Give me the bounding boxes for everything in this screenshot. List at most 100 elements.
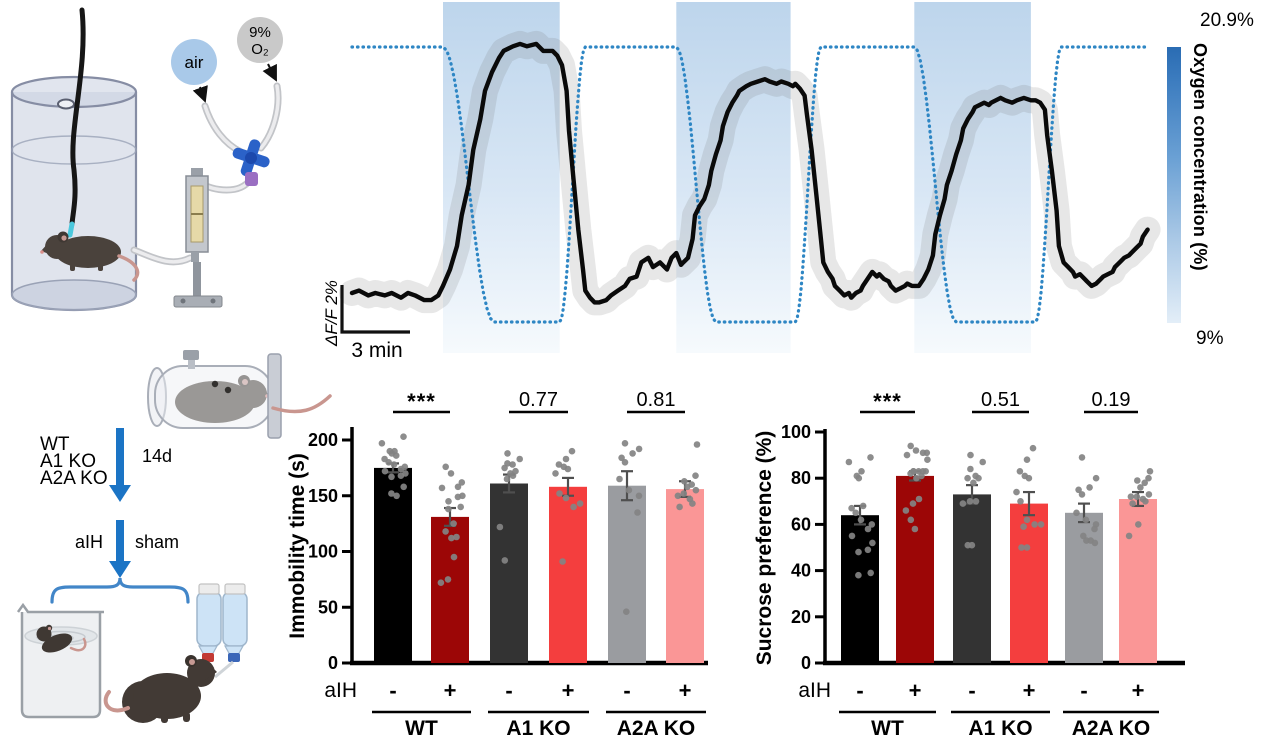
scatter-dot <box>848 532 856 540</box>
scatter-dot <box>680 490 688 497</box>
group-label: WT <box>405 717 438 740</box>
bar-WT-sham <box>841 515 879 663</box>
scatter-dot <box>689 500 696 507</box>
scatter-dot <box>1086 484 1093 491</box>
scatter-dot <box>516 455 523 463</box>
scatter-dot <box>559 558 566 565</box>
scatter-dot <box>903 451 911 459</box>
scatter-dot <box>388 490 395 497</box>
o2-arrow-icon <box>262 63 277 82</box>
timeline-arrows: 14d aIH sham <box>75 428 179 578</box>
condition-label: + <box>909 678 922 703</box>
hypoxia-chamber-schematic: air 9% O₂ <box>10 7 283 312</box>
mouse-tail <box>117 254 140 282</box>
scatter-dot <box>966 498 974 505</box>
x-axis-row-label: aIH <box>798 679 831 702</box>
scatter-dot <box>1020 523 1027 530</box>
bar-A1KO-sham <box>490 483 528 663</box>
bar-A2AKO-aih <box>666 489 704 663</box>
scatter-dot <box>448 534 455 542</box>
scatter-dot <box>1145 491 1153 498</box>
restrainer-end-plate <box>267 353 282 439</box>
scatter-dot <box>1134 477 1141 484</box>
scatter-dot <box>972 498 980 505</box>
scatter-dot <box>442 528 449 535</box>
y-tick-label: 60 <box>791 514 811 534</box>
scatter-dot <box>378 440 386 447</box>
scatter-dot <box>621 459 629 466</box>
oxygen-source: 9% O₂ <box>237 17 283 82</box>
condition-label: - <box>623 678 630 703</box>
scatter-dot <box>964 474 971 482</box>
colorbar-max-label: 20.9% <box>1200 10 1254 31</box>
scatter-dot <box>552 470 559 477</box>
scatter-dot <box>621 440 629 447</box>
scatter-dot <box>912 447 920 454</box>
significance-label: 0.51 <box>981 389 1020 411</box>
colorbar-title: Oxygen concentration (%) <box>1190 43 1210 271</box>
scatter-dot <box>970 479 977 487</box>
scatter-dot <box>867 454 874 461</box>
scatter-dot <box>501 464 508 472</box>
scale-bars: 3 min ΔF/F 2% <box>322 280 410 362</box>
scatter-dot <box>1146 468 1154 475</box>
trace-curves <box>339 30 1161 324</box>
scatter-dot <box>845 458 853 466</box>
hypoxia-band <box>443 2 560 353</box>
scatter-dot <box>564 465 572 473</box>
condition-label: + <box>1132 678 1145 703</box>
bar-WT-aih <box>431 516 469 663</box>
scatter-dot <box>867 569 874 577</box>
scatter-dot <box>1029 444 1037 452</box>
scatter-dot <box>857 516 865 524</box>
scatter-dot <box>1145 474 1152 482</box>
colorbar-gradient <box>1167 47 1181 323</box>
bar-A1KO-aih <box>1010 503 1048 663</box>
scatter-dot <box>509 461 516 468</box>
scatter-dot <box>445 498 452 505</box>
scatter-dot <box>869 539 876 547</box>
y-tick-label: 200 <box>308 430 338 450</box>
scatter-dot <box>503 475 511 483</box>
oxygen-colorbar: 20.9% Oxygen concentration (%) 9% <box>1160 10 1267 365</box>
significance-label: 0.81 <box>637 389 676 411</box>
oxygen-concentration-line <box>350 45 1150 324</box>
group-label: A2A KO <box>1072 717 1151 740</box>
scatter-dot <box>979 458 986 466</box>
experiment-timeline-schematic: WT A1 KO A2A KO 14d aIH sham <box>16 350 332 723</box>
significance-label: 0.19 <box>1092 389 1131 411</box>
scatter-dot <box>692 486 700 494</box>
scatter-dot <box>907 470 914 477</box>
scatter-dot <box>922 468 929 475</box>
scatter-dot <box>902 507 910 514</box>
scatter-dot <box>562 455 570 463</box>
scatter-dot <box>570 503 577 511</box>
scatter-dot <box>437 579 445 586</box>
scatter-dot <box>1023 544 1031 551</box>
genotype-a2ako: A2A KO <box>40 468 108 489</box>
stopcock-valve <box>232 139 270 186</box>
significance-label: *** <box>873 389 902 414</box>
bar-WT-aih <box>896 475 934 663</box>
forced-swim-test <box>16 602 104 719</box>
scatter-dot <box>959 500 967 507</box>
genotype-wt: WT <box>40 434 70 455</box>
scalebar-lines <box>340 285 410 334</box>
scatter-dot <box>392 452 400 459</box>
scatter-dot <box>458 479 466 486</box>
aih-arm-label: aIH <box>75 532 103 552</box>
sham-arm-label: sham <box>135 532 179 552</box>
hypoxia-band <box>676 2 791 353</box>
scatter-dot <box>450 553 458 561</box>
y-tick-label: 20 <box>791 607 811 627</box>
scatter-dot <box>1125 532 1133 540</box>
scatter-dot <box>848 504 855 512</box>
scatter-dot <box>911 525 919 533</box>
scatter-dot <box>496 523 504 531</box>
scatter-dot <box>967 451 974 459</box>
scatter-dot <box>444 576 452 583</box>
scatter-dot <box>1023 516 1031 524</box>
photometry-trace-panel: 3 min ΔF/F 2% <box>322 2 1161 362</box>
scatter-dot <box>1031 521 1038 528</box>
